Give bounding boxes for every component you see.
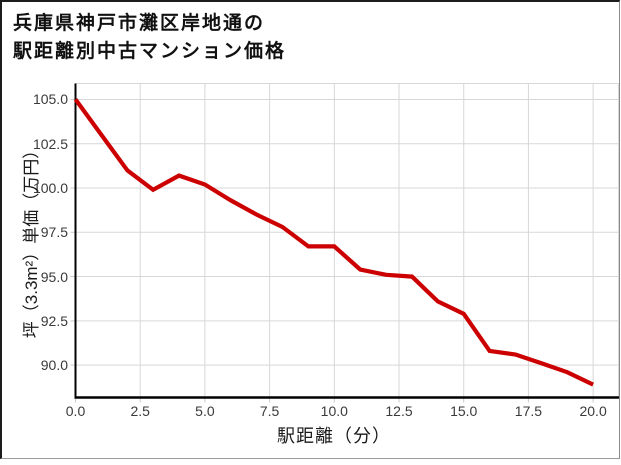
y-tick-label: 90.0 [40, 357, 68, 374]
chart-title: 兵庫県神戸市灘区岸地通の 駅距離別中古マンション価格 [13, 10, 286, 66]
y-axis-label: 坪（3.3m²）単価（万円） [22, 141, 41, 339]
x-tick-label: 2.5 [130, 403, 150, 419]
x-tick-label: 15.0 [450, 403, 478, 419]
y-tick-label: 95.0 [40, 268, 68, 285]
x-tick-label: 10.0 [320, 403, 348, 419]
x-tick-label: 12.5 [385, 403, 413, 419]
y-tick-label: 97.5 [40, 224, 68, 241]
price-line-series [73, 98, 595, 387]
x-tick-label: 0.0 [65, 403, 86, 419]
x-tick-label: 17.5 [514, 403, 543, 419]
x-tick-label: 5.0 [195, 403, 215, 419]
x-tick-label: 7.5 [259, 403, 280, 419]
x-axis-label: 駅距離（分） [277, 426, 391, 446]
y-tick-label: 100.0 [32, 180, 68, 196]
y-tick-label: 105.0 [32, 91, 68, 108]
x-tick-label: 20.0 [579, 403, 607, 419]
chart-title-line2: 駅距離別中古マンション価格 [13, 41, 287, 62]
y-tick-label: 92.5 [40, 312, 68, 329]
chart-title-line1: 兵庫県神戸市灘区岸地通の [13, 13, 266, 34]
y-tick-label: 102.5 [32, 135, 68, 152]
